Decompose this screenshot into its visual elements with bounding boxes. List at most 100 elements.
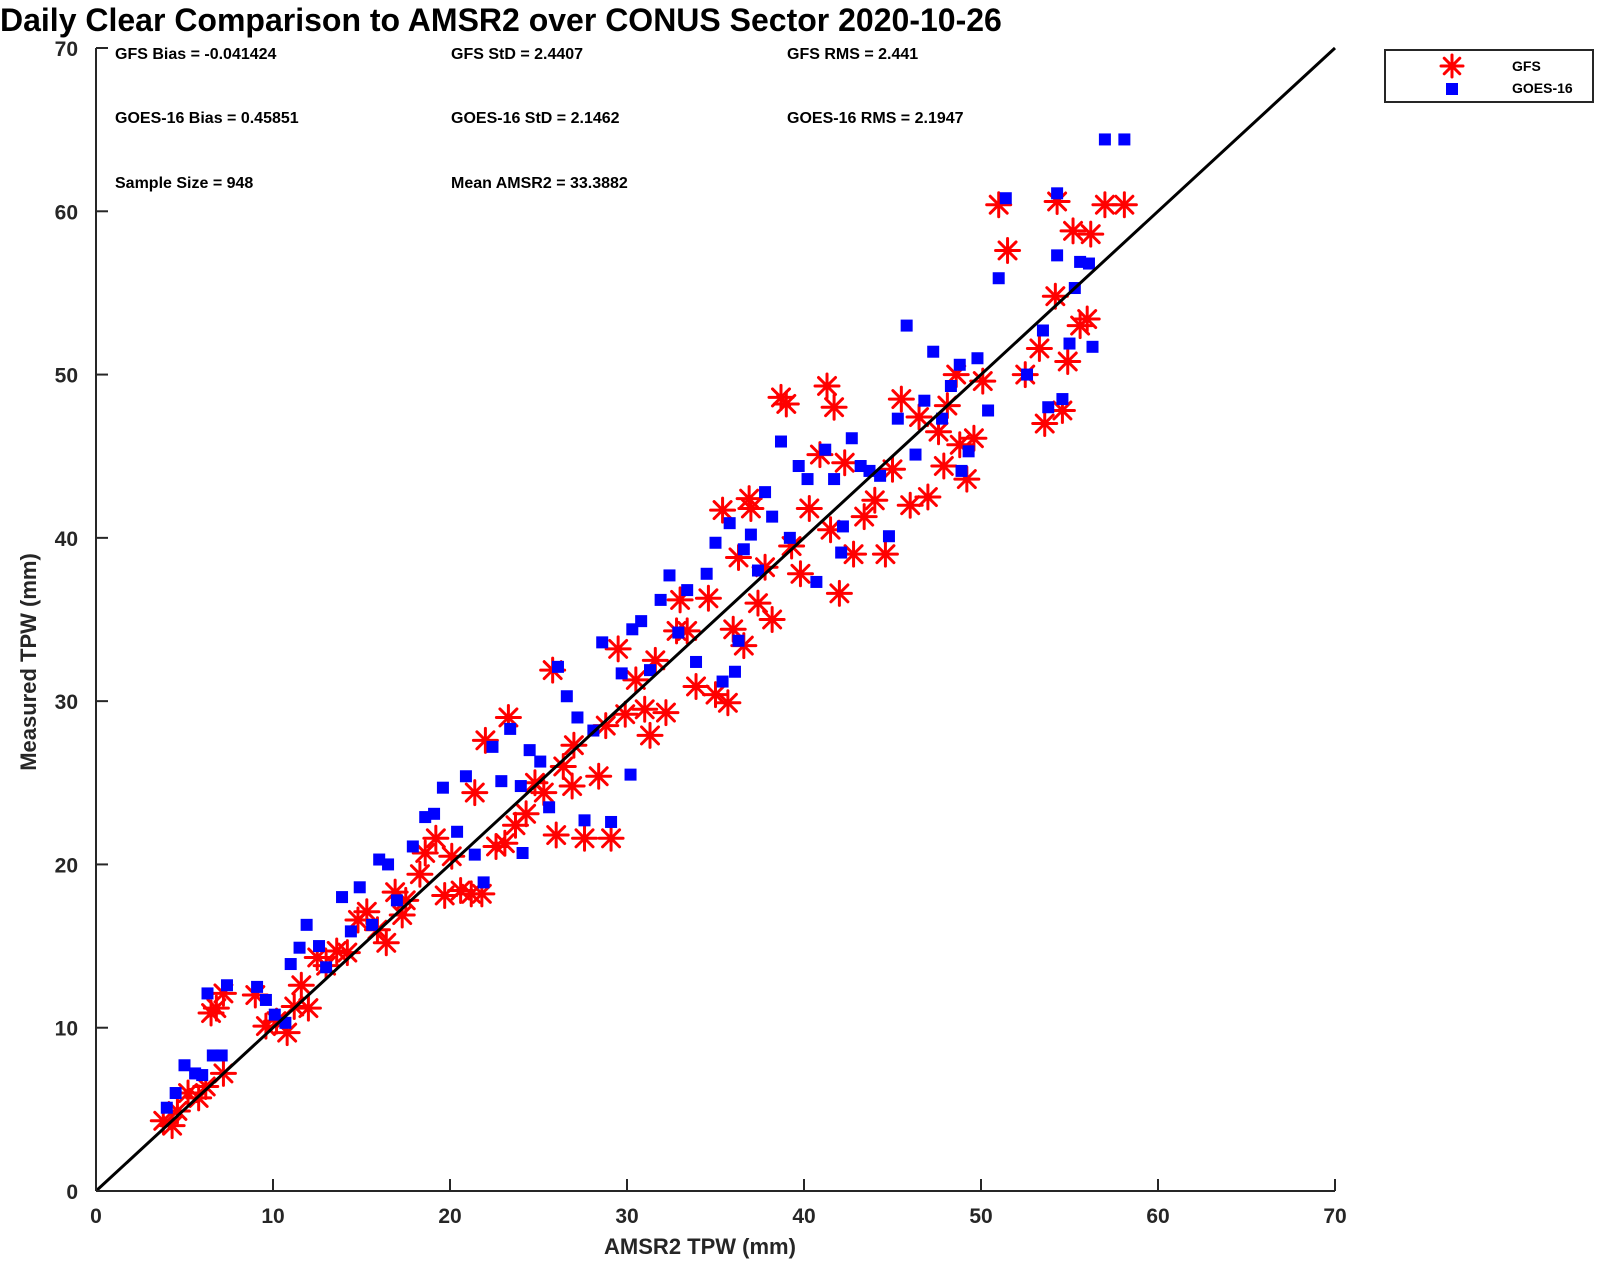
point-gfs-118 (461, 779, 489, 807)
point-gfs-98 (994, 236, 1022, 264)
point-gfs-81 (831, 449, 859, 477)
legend-asterisk-gfs (1439, 53, 1465, 79)
point-goes-16-36 (514, 780, 527, 793)
point-goes-16-95 (1051, 249, 1064, 262)
point-goes-16-9 (251, 980, 264, 993)
point-goes-16-31 (468, 848, 481, 861)
point-goes-16-11 (268, 1008, 281, 1021)
point-goes-16-90 (992, 272, 1005, 285)
point-goes-16-54 (681, 584, 694, 597)
point-goes-16-57 (709, 536, 722, 549)
point-goes-16-74 (845, 432, 858, 445)
point-goes-16-50 (644, 664, 657, 677)
point-goes-16-28 (436, 781, 449, 794)
point-goes-16-79 (891, 412, 904, 425)
point-goes-16-20 (353, 881, 366, 894)
statistics-annotations: GFS Bias = -0.041424 GFS StD = 2.4407 GFS … (115, 46, 964, 192)
point-goes-16-85 (944, 380, 957, 393)
x-tick-label-40: 40 (792, 1205, 815, 1228)
y-tick-label-60: 60 (55, 201, 78, 224)
point-goes-16-15 (300, 918, 313, 931)
point-goes-16-101 (1082, 257, 1095, 270)
point-goes-16-53 (672, 626, 685, 639)
point-gfs-46 (560, 731, 588, 759)
point-goes-16-88 (971, 352, 984, 365)
series-gfs (149, 187, 1138, 1140)
point-goes-16-32 (477, 876, 490, 889)
legend-label-gfs: GFS (1512, 58, 1541, 74)
y-tick-label-0: 0 (66, 1181, 78, 1204)
point-gfs-116 (636, 721, 664, 749)
point-gfs-105 (1054, 348, 1082, 376)
point-gfs-30 (431, 881, 459, 909)
point-gfs-101 (1031, 410, 1059, 438)
point-goes-16-4 (196, 1069, 209, 1082)
point-goes-16-55 (690, 655, 703, 668)
y-axis-label: Measured TPW (mm) (16, 553, 41, 771)
point-gfs-109 (1077, 220, 1105, 248)
x-tick-label-30: 30 (615, 1205, 638, 1228)
x-tick-label-0: 0 (90, 1205, 102, 1228)
point-goes-16-68 (792, 460, 805, 473)
point-gfs-75 (795, 494, 823, 522)
point-goes-16-72 (828, 473, 841, 486)
point-goes-16-64 (759, 486, 772, 499)
series-goes-16 (160, 133, 1131, 1114)
point-gfs-29 (422, 824, 450, 852)
point-gfs-49 (592, 712, 620, 740)
point-goes-16-42 (571, 711, 584, 724)
legend: GFS GOES-16 (1384, 49, 1594, 103)
point-goes-16-63 (751, 564, 764, 577)
point-gfs-28 (411, 839, 439, 867)
data-marks (149, 133, 1138, 1140)
point-goes-16-49 (635, 615, 648, 628)
point-gfs-56 (652, 699, 680, 727)
point-gfs-52 (611, 700, 639, 728)
chart-title: Daily Clear Comparison to AMSR2 over CON… (0, 2, 1002, 38)
point-goes-16-67 (783, 531, 796, 544)
point-gfs-42 (530, 779, 558, 807)
point-goes-16-16 (313, 940, 326, 953)
point-gfs-60 (694, 584, 722, 612)
point-gfs-87 (887, 385, 915, 413)
x-tick-label-10: 10 (261, 1205, 284, 1228)
point-goes-16-56 (700, 567, 713, 580)
point-goes-16-109 (516, 846, 529, 859)
point-goes-16-8 (220, 979, 233, 992)
point-gfs-84 (861, 486, 889, 514)
point-gfs-48 (585, 762, 613, 790)
point-goes-16-73 (836, 520, 849, 533)
point-gfs-27 (406, 860, 434, 888)
stat-3: GOES-16 Bias = 0.45851 (115, 110, 299, 127)
stat-0: GFS Bias = -0.041424 (115, 46, 277, 63)
point-gfs-83 (850, 503, 878, 531)
point-gfs-24 (372, 929, 400, 957)
point-goes-16-51 (654, 593, 667, 606)
point-goes-16-78 (882, 530, 895, 543)
point-gfs-59 (682, 672, 710, 700)
point-goes-16-52 (663, 569, 676, 582)
point-gfs-16 (294, 994, 322, 1022)
stat-2: GFS RMS = 2.441 (787, 46, 918, 63)
point-gfs-79 (825, 579, 853, 607)
x-tick-label-50: 50 (969, 1205, 992, 1228)
point-gfs-50 (597, 824, 625, 852)
point-goes-16-81 (909, 448, 922, 461)
point-goes-16-33 (486, 740, 499, 753)
y-tick-label-40: 40 (55, 528, 78, 551)
point-gfs-113 (930, 452, 958, 480)
plot-area: 0 10 20 30 40 50 60 70 0 10 20 30 40 50 60 70 GFS Bias … (55, 38, 1347, 1228)
point-goes-16-66 (774, 435, 787, 448)
stat-5: GOES-16 RMS = 2.1947 (787, 110, 964, 127)
point-goes-16-91 (999, 192, 1012, 205)
point-goes-16-94 (1042, 401, 1055, 414)
point-gfs-114 (737, 494, 765, 522)
legend-marker-goes-16 (1446, 83, 1458, 95)
point-goes-16-105 (955, 464, 968, 477)
point-gfs-37 (491, 829, 519, 857)
point-gfs-82 (840, 540, 868, 568)
point-gfs-32 (447, 877, 475, 905)
point-goes-16-102 (1086, 340, 1099, 353)
stat-7: Mean AMSR2 = 33.3882 (451, 175, 628, 192)
